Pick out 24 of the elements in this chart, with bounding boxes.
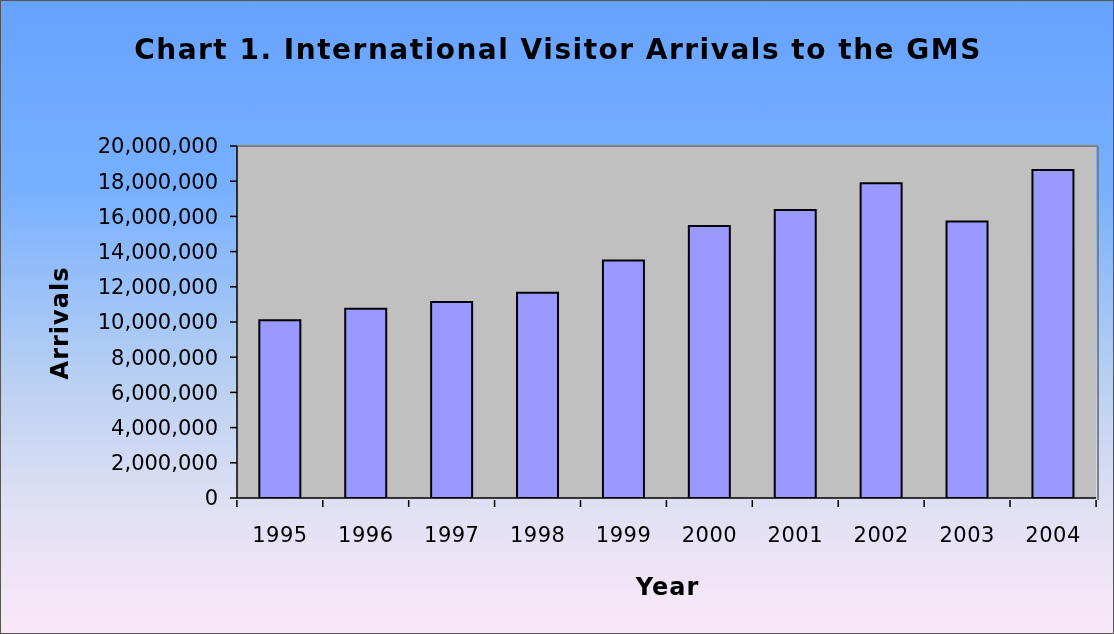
chart-title: Chart 1. International Visitor Arrivals to the GMS bbox=[134, 33, 982, 66]
y-tick-label: 14,000,000 bbox=[97, 240, 218, 265]
y-tick-label: 12,000,000 bbox=[97, 275, 218, 300]
x-tick-label: 1995 bbox=[252, 523, 308, 547]
x-tick-label: 1998 bbox=[509, 523, 566, 547]
x-tick-label: 2001 bbox=[767, 523, 824, 547]
y-axis-title: Arrivals bbox=[46, 266, 74, 380]
y-tick-label: 0 bbox=[204, 486, 218, 511]
x-tick-label: 1996 bbox=[338, 523, 394, 547]
x-tick-label: 2002 bbox=[853, 523, 909, 547]
y-tick-label: 18,000,000 bbox=[97, 169, 218, 194]
y-tick-label: 20,000,000 bbox=[97, 134, 218, 159]
y-tick-label: 8,000,000 bbox=[111, 345, 218, 370]
x-axis-title: Year bbox=[634, 573, 700, 601]
y-tick-label: 10,000,000 bbox=[97, 310, 218, 335]
y-tick-label: 4,000,000 bbox=[111, 416, 218, 441]
y-tick-label: 2,000,000 bbox=[111, 451, 218, 476]
x-tick-label: 2000 bbox=[681, 523, 738, 547]
x-tick-label: 1997 bbox=[424, 523, 480, 547]
x-tick-label: 1999 bbox=[595, 523, 652, 547]
y-tick-label: 6,000,000 bbox=[111, 380, 218, 405]
x-tick-label: 2003 bbox=[939, 523, 995, 547]
y-tick-label: 16,000,000 bbox=[97, 204, 218, 229]
x-tick-label: 2004 bbox=[1025, 523, 1081, 547]
